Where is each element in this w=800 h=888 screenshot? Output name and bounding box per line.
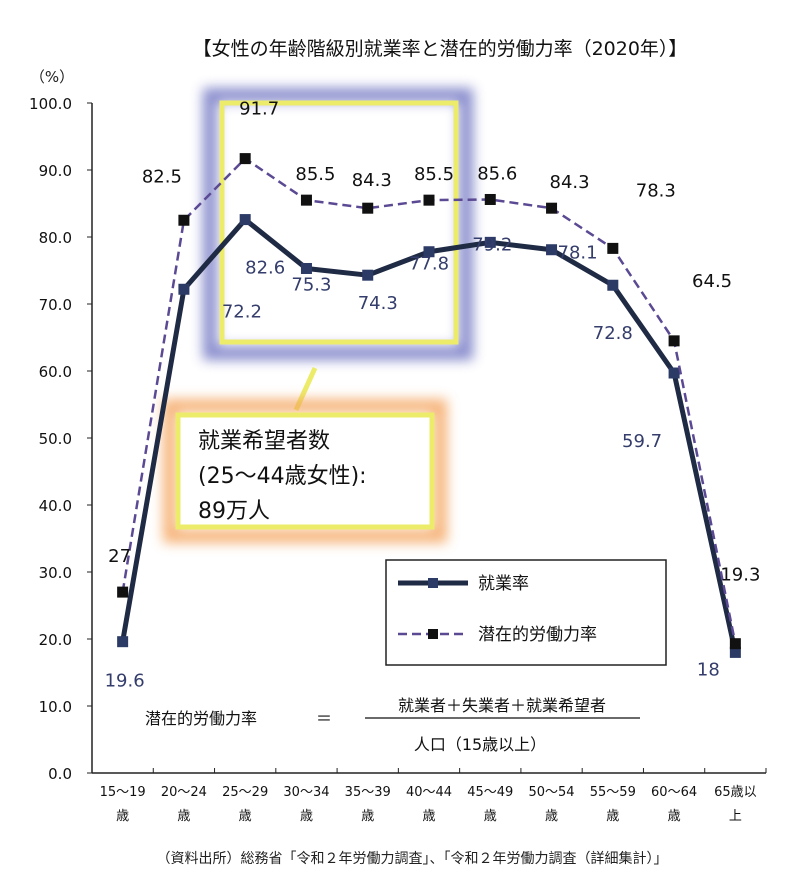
data-point bbox=[729, 646, 741, 658]
annotation-line-3: 89万人 bbox=[198, 499, 270, 524]
data-label: 75.3 bbox=[291, 274, 331, 295]
data-point bbox=[484, 193, 496, 205]
x-tick-label-suffix: 歳 bbox=[116, 809, 129, 824]
data-point bbox=[668, 367, 680, 379]
legend: 就業率 潜在的労働力率 bbox=[385, 559, 667, 666]
annotation-line-2: (25～44歳女性): bbox=[198, 464, 367, 489]
y-tick-label: 90.0 bbox=[39, 162, 72, 180]
x-tick-label: 15～19 bbox=[100, 785, 146, 800]
series-potential-labor-rate: 27 82.5 91.7 85.5 84.3 85.5 85.6 84.3 78.3 64.5 19… bbox=[108, 99, 760, 650]
data-label: 91.7 bbox=[239, 99, 279, 120]
data-point bbox=[423, 194, 435, 206]
axes: 0.0 10.0 20.0 30.0 40.0 50.0 60.0 70.0 80.0 90.0 1… bbox=[29, 95, 767, 824]
x-tick-label: 60～64 bbox=[651, 785, 697, 800]
data-point bbox=[117, 586, 129, 598]
data-label: 79.2 bbox=[472, 234, 512, 255]
data-label: 59.7 bbox=[622, 431, 662, 452]
x-tick-label: 40～44 bbox=[406, 785, 452, 800]
legend-label-employment: 就業率 bbox=[478, 574, 529, 594]
data-label: 27 bbox=[108, 546, 131, 567]
x-tick-label-suffix: 歳 bbox=[177, 809, 190, 824]
series-group: 19.6 72.2 82.6 75.3 74.3 77.8 79.2 78.1 72.8 59.7… bbox=[105, 99, 761, 692]
y-tick-label: 0.0 bbox=[48, 765, 72, 783]
legend-label-potential: 潜在的労働力率 bbox=[478, 625, 597, 645]
x-tick-label-suffix: 歳 bbox=[239, 809, 252, 824]
data-point bbox=[239, 153, 251, 165]
y-tick-label: 20.0 bbox=[39, 631, 72, 649]
annotation-box: 就業希望者数 (25～44歳女性): 89万人 bbox=[163, 399, 447, 543]
data-point bbox=[484, 236, 496, 248]
y-tick-label: 100.0 bbox=[29, 95, 72, 113]
source-note: （資料出所）総務省「令和２年労働力調査」、「令和２年労働力調査（詳細集計）」 bbox=[157, 850, 668, 867]
data-label: 84.3 bbox=[550, 172, 590, 193]
annotation-line-1: 就業希望者数 bbox=[198, 429, 330, 454]
data-label: 84.3 bbox=[352, 170, 392, 191]
x-tick-label: 45～49 bbox=[467, 785, 513, 800]
data-point bbox=[239, 214, 251, 226]
y-tick-label: 80.0 bbox=[39, 229, 72, 247]
data-point bbox=[729, 638, 741, 650]
y-axis-label: （%） bbox=[30, 68, 74, 86]
highlight-box bbox=[203, 88, 473, 412]
x-tick-label-suffix: 歳 bbox=[484, 809, 497, 824]
data-point bbox=[362, 202, 374, 214]
x-tick-label: 65歳以 bbox=[714, 785, 757, 800]
x-tick-label-suffix: 歳 bbox=[606, 809, 619, 824]
data-label: 72.8 bbox=[593, 323, 633, 344]
data-label: 19.6 bbox=[105, 671, 145, 692]
y-tick-label: 10.0 bbox=[39, 698, 72, 716]
data-point bbox=[178, 214, 190, 226]
x-tick-label: 55～59 bbox=[590, 785, 636, 800]
formula-denominator: 人口（15歳以上） bbox=[414, 735, 546, 754]
data-point bbox=[362, 269, 374, 281]
chart-title: 【女性の年齢階級別就業率と潜在的労働力率（2020年）】 bbox=[193, 38, 688, 60]
formula: 潜在的労働力率 ＝ 就業者＋失業者＋就業希望者 人口（15歳以上） bbox=[145, 696, 640, 754]
x-tick-label: 50～54 bbox=[528, 785, 574, 800]
data-label: 77.8 bbox=[409, 254, 449, 275]
data-point bbox=[546, 202, 558, 214]
x-tick-label-suffix: 歳 bbox=[300, 809, 313, 824]
data-point bbox=[178, 283, 190, 295]
data-point bbox=[546, 244, 558, 256]
data-label: 85.5 bbox=[295, 164, 335, 185]
data-label: 19.3 bbox=[720, 565, 760, 586]
y-tick-label: 40.0 bbox=[39, 497, 72, 515]
data-label: 82.5 bbox=[142, 166, 182, 187]
y-tick-label: 70.0 bbox=[39, 296, 72, 314]
data-label: 78.3 bbox=[636, 180, 676, 201]
y-tick-label: 50.0 bbox=[39, 430, 72, 448]
data-label: 72.2 bbox=[222, 301, 262, 322]
data-label: 78.1 bbox=[558, 243, 598, 264]
x-tick-label: 30～34 bbox=[283, 785, 329, 800]
formula-numerator: 就業者＋失業者＋就業希望者 bbox=[398, 696, 606, 715]
data-label: 85.5 bbox=[414, 164, 454, 185]
formula-eq: ＝ bbox=[316, 709, 332, 728]
x-tick-label-suffix: 歳 bbox=[668, 809, 681, 824]
x-tick-label-suffix: 歳 bbox=[422, 809, 435, 824]
formula-lhs: 潜在的労働力率 bbox=[145, 709, 257, 728]
data-label: 85.6 bbox=[477, 163, 517, 184]
x-tick-label: 20～24 bbox=[161, 785, 207, 800]
data-label: 18 bbox=[697, 659, 720, 680]
data-point bbox=[607, 279, 619, 291]
data-point bbox=[668, 335, 680, 347]
data-point bbox=[300, 262, 312, 274]
x-tick-label: 35～39 bbox=[345, 785, 391, 800]
data-label: 64.5 bbox=[692, 271, 732, 292]
series-employment-rate: 19.6 72.2 82.6 75.3 74.3 77.8 79.2 78.1 72.8 59.7… bbox=[105, 214, 741, 692]
data-point bbox=[300, 194, 312, 206]
x-tick-label-suffix: 歳 bbox=[545, 809, 558, 824]
data-label: 82.6 bbox=[245, 258, 285, 279]
y-tick-label: 60.0 bbox=[39, 363, 72, 381]
data-point bbox=[117, 636, 129, 648]
data-point bbox=[607, 242, 619, 254]
data-point bbox=[423, 246, 435, 258]
x-tick-label-suffix: 上 bbox=[729, 809, 742, 824]
data-label: 74.3 bbox=[358, 293, 398, 314]
y-tick-label: 30.0 bbox=[39, 564, 72, 582]
x-tick-label-suffix: 歳 bbox=[361, 809, 374, 824]
x-tick-label: 25～29 bbox=[222, 785, 268, 800]
